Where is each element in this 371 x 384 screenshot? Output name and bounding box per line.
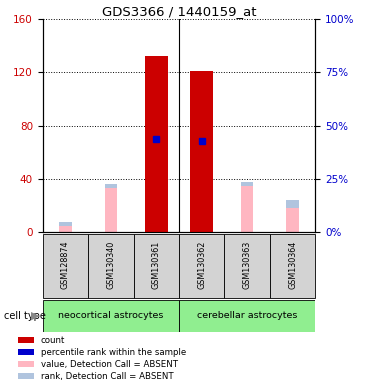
Text: GSM130362: GSM130362 [197,240,206,289]
Text: GSM130363: GSM130363 [243,240,252,289]
FancyBboxPatch shape [88,234,134,298]
Text: percentile rank within the sample: percentile rank within the sample [41,348,186,357]
FancyBboxPatch shape [43,234,88,298]
Title: GDS3366 / 1440159_at: GDS3366 / 1440159_at [102,5,256,18]
Bar [145,56,168,232]
Bar [18,373,34,379]
Bar [18,337,34,343]
FancyBboxPatch shape [179,234,224,298]
Bar [59,222,72,226]
FancyBboxPatch shape [134,234,179,298]
Bar [286,209,299,232]
Text: GSM128874: GSM128874 [61,240,70,289]
Text: ▶: ▶ [31,311,39,321]
Bar [241,182,253,186]
Bar [18,361,34,367]
Text: cell type: cell type [4,311,46,321]
FancyBboxPatch shape [224,234,270,298]
Bar [105,189,117,232]
Text: value, Detection Call = ABSENT: value, Detection Call = ABSENT [41,359,178,369]
FancyBboxPatch shape [43,300,179,332]
Text: GSM130361: GSM130361 [152,240,161,289]
Bar [18,349,34,355]
Text: GSM130340: GSM130340 [106,240,115,289]
Bar [241,186,253,232]
Bar [59,226,72,232]
Bar [190,71,213,232]
Text: cerebellar astrocytes: cerebellar astrocytes [197,311,298,320]
Bar [286,200,299,209]
FancyBboxPatch shape [179,300,315,332]
Text: neocortical astrocytes: neocortical astrocytes [58,311,164,320]
Bar [105,184,117,189]
Text: count: count [41,336,65,344]
Text: GSM130364: GSM130364 [288,240,297,289]
Text: rank, Detection Call = ABSENT: rank, Detection Call = ABSENT [41,372,174,381]
FancyBboxPatch shape [270,234,315,298]
